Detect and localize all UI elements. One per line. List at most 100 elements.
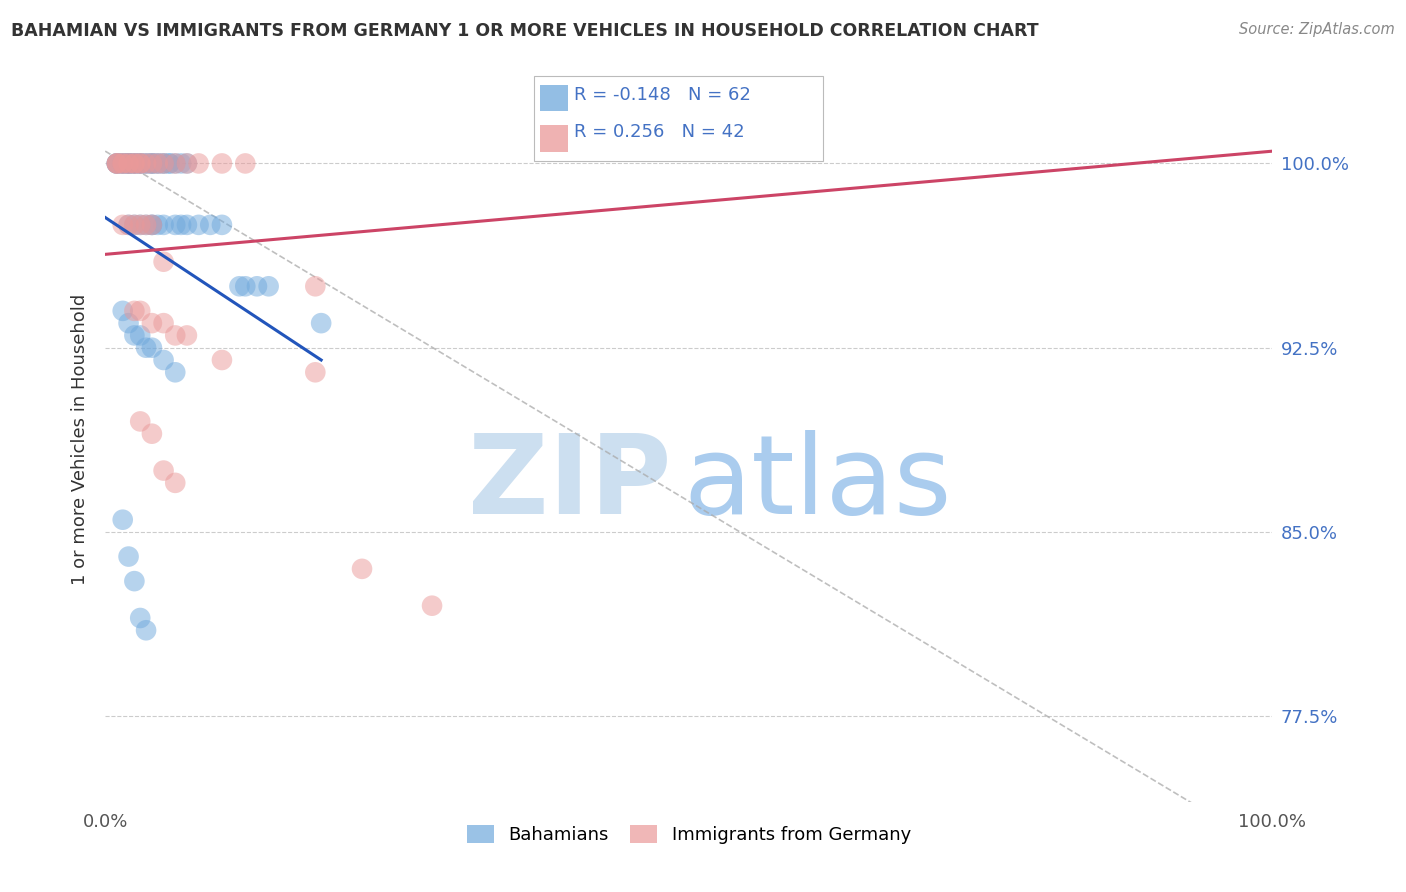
Point <box>124 574 146 588</box>
Point <box>246 279 269 293</box>
Point <box>117 218 139 232</box>
Point <box>117 156 139 170</box>
Text: ZIP: ZIP <box>468 430 671 537</box>
Point <box>117 156 139 170</box>
Point <box>129 303 152 318</box>
Point <box>117 156 139 170</box>
Point <box>105 156 128 170</box>
Point <box>124 156 146 170</box>
Point <box>117 156 139 170</box>
Point <box>129 611 152 625</box>
Point <box>124 156 146 170</box>
Point <box>124 156 146 170</box>
Point <box>141 426 163 441</box>
Point <box>141 156 163 170</box>
Point <box>420 599 443 613</box>
Point <box>135 156 157 170</box>
Point <box>124 218 146 232</box>
Point <box>211 353 233 368</box>
Point <box>165 365 187 379</box>
Point <box>152 218 174 232</box>
Point <box>105 156 128 170</box>
Point <box>200 218 222 232</box>
Point <box>141 218 163 232</box>
Point <box>129 218 152 232</box>
Point <box>146 218 169 232</box>
Point <box>176 156 198 170</box>
Point <box>141 341 163 355</box>
Point <box>187 218 209 232</box>
Point <box>152 156 174 170</box>
Point <box>152 464 174 478</box>
Point <box>124 328 146 343</box>
Point <box>233 279 256 293</box>
Point <box>111 156 134 170</box>
Point <box>170 218 193 232</box>
Point <box>124 156 146 170</box>
Point <box>165 218 187 232</box>
Point <box>135 624 157 638</box>
Point <box>304 365 326 379</box>
Point <box>309 316 332 330</box>
Point <box>141 156 163 170</box>
Text: atlas: atlas <box>683 430 952 537</box>
Point <box>211 156 233 170</box>
Point <box>152 156 174 170</box>
Point <box>105 156 128 170</box>
Point <box>146 156 169 170</box>
Point <box>111 156 134 170</box>
Point <box>146 156 169 170</box>
Point <box>165 328 187 343</box>
Point <box>129 328 152 343</box>
Text: BAHAMIAN VS IMMIGRANTS FROM GERMANY 1 OR MORE VEHICLES IN HOUSEHOLD CORRELATION : BAHAMIAN VS IMMIGRANTS FROM GERMANY 1 OR… <box>11 22 1039 40</box>
Point <box>176 328 198 343</box>
Point <box>105 156 128 170</box>
Point <box>124 303 146 318</box>
Point <box>170 156 193 170</box>
Point <box>111 156 134 170</box>
Point <box>152 353 174 368</box>
Point <box>257 279 280 293</box>
Legend: Bahamians, Immigrants from Germany: Bahamians, Immigrants from Germany <box>467 824 911 844</box>
Point <box>141 218 163 232</box>
Point <box>129 156 152 170</box>
Point <box>117 316 139 330</box>
Point <box>135 218 157 232</box>
Point <box>105 156 128 170</box>
Point <box>141 156 163 170</box>
Point <box>152 316 174 330</box>
Point <box>157 156 180 170</box>
Point <box>117 156 139 170</box>
Point <box>129 156 152 170</box>
Point <box>111 218 134 232</box>
Point <box>304 279 326 293</box>
Point <box>117 218 139 232</box>
Point <box>152 254 174 268</box>
Point <box>129 414 152 428</box>
Point <box>165 156 187 170</box>
Text: R = -0.148   N = 62: R = -0.148 N = 62 <box>574 86 751 104</box>
Point <box>129 156 152 170</box>
Point <box>141 316 163 330</box>
Point <box>129 156 152 170</box>
Point <box>135 156 157 170</box>
Point <box>129 218 152 232</box>
Point <box>124 218 146 232</box>
Point <box>111 156 134 170</box>
Point <box>111 303 134 318</box>
Y-axis label: 1 or more Vehicles in Household: 1 or more Vehicles in Household <box>72 294 89 585</box>
Point <box>135 341 157 355</box>
Point <box>350 562 373 576</box>
Point <box>176 218 198 232</box>
Point <box>165 156 187 170</box>
Point <box>187 156 209 170</box>
Point <box>124 156 146 170</box>
Point <box>129 156 152 170</box>
Point <box>152 156 174 170</box>
Point <box>176 156 198 170</box>
Point <box>157 156 180 170</box>
Point <box>233 156 256 170</box>
Point <box>135 156 157 170</box>
Point <box>111 513 134 527</box>
Point <box>165 475 187 490</box>
